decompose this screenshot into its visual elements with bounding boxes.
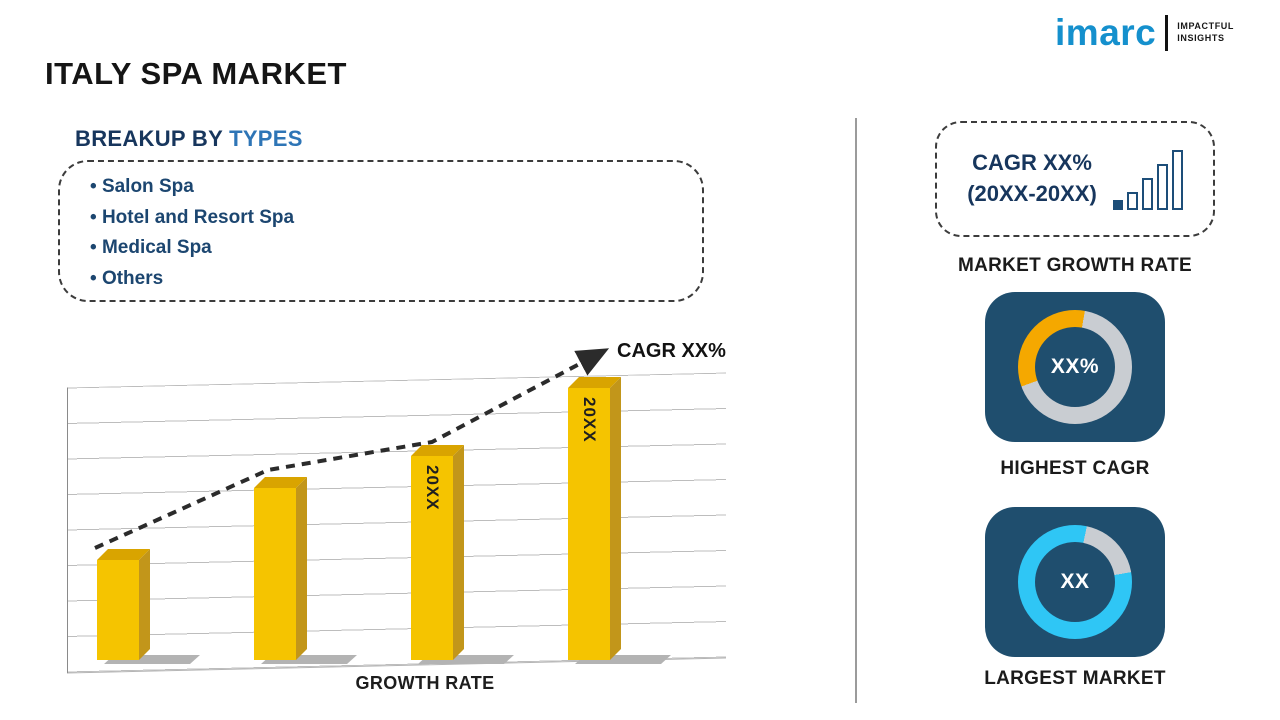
logo-tagline-line1: IMPACTFUL xyxy=(1177,20,1234,31)
largest-market-label: LARGEST MARKET xyxy=(984,668,1166,689)
bar-4: 20XX xyxy=(568,388,610,660)
logo-divider xyxy=(1165,14,1169,51)
breakup-item: Others xyxy=(90,264,702,295)
bar-chart-icon xyxy=(1112,148,1183,210)
vertical-divider xyxy=(855,118,857,703)
bar-chart-icon-bar xyxy=(1126,192,1138,210)
breakup-heading-prefix: BREAKUP BY xyxy=(75,126,223,151)
bar-1 xyxy=(97,560,139,660)
trend-arrow xyxy=(94,348,610,550)
chart-x-axis-label: GROWTH RATE xyxy=(355,673,495,693)
imarc-logo-wordmark: imarc xyxy=(1055,12,1157,53)
bar-value-label: 20XX xyxy=(580,397,599,443)
bar-value-label: 20XX xyxy=(423,465,442,511)
largest-market-value: XX xyxy=(1035,542,1115,622)
cagr-summary-line2: (20XX-20XX) xyxy=(967,181,1097,206)
breakup-item: Medical Spa xyxy=(90,233,702,264)
highest-cagr-value: XX% xyxy=(1035,327,1115,407)
breakup-item: Salon Spa xyxy=(90,172,702,203)
bar-chart-icon-bar xyxy=(1156,164,1168,210)
bar-chart-icon-bar xyxy=(1171,150,1183,210)
breakup-types-box: Salon SpaHotel and Resort SpaMedical Spa… xyxy=(58,160,704,302)
highest-cagr-label: HIGHEST CAGR xyxy=(1000,458,1150,479)
growth-rate-chart: 20XX 20XX CAGR XX% GROWTH RATE xyxy=(45,330,760,693)
logo-tagline: IMPACTFUL INSIGHTS xyxy=(1177,21,1234,44)
cagr-summary-box: CAGR XX% (20XX-20XX) xyxy=(935,121,1215,237)
largest-market-card: XX xyxy=(985,507,1165,657)
highest-cagr-donut-chart: XX% xyxy=(1018,310,1132,424)
breakup-heading-highlight: TYPES xyxy=(229,126,303,151)
breakup-heading: BREAKUP BY TYPES xyxy=(75,126,303,152)
imarc-logo: imarc IMPACTFUL INSIGHTS xyxy=(1055,14,1234,51)
cagr-summary-text: CAGR XX% (20XX-20XX) xyxy=(967,148,1097,210)
logo-tagline-line2: INSIGHTS xyxy=(1177,32,1225,43)
highest-cagr-card: XX% xyxy=(985,292,1165,442)
largest-market-donut-chart: XX xyxy=(1018,525,1132,639)
market-growth-rate-label: MARKET GROWTH RATE xyxy=(957,255,1193,276)
chart-cagr-annotation: CAGR XX% xyxy=(617,340,726,362)
bar-3: 20XX xyxy=(411,456,453,660)
bar-chart-icon-square xyxy=(1112,200,1123,210)
page-title: ITALY SPA MARKET xyxy=(45,56,347,91)
cagr-summary-line1: CAGR XX% xyxy=(972,150,1092,176)
bar-chart-icon-bar xyxy=(1141,178,1153,210)
breakup-item: Hotel and Resort Spa xyxy=(90,203,702,234)
breakup-list: Salon SpaHotel and Resort SpaMedical Spa… xyxy=(60,172,702,294)
bar-2 xyxy=(254,488,296,660)
